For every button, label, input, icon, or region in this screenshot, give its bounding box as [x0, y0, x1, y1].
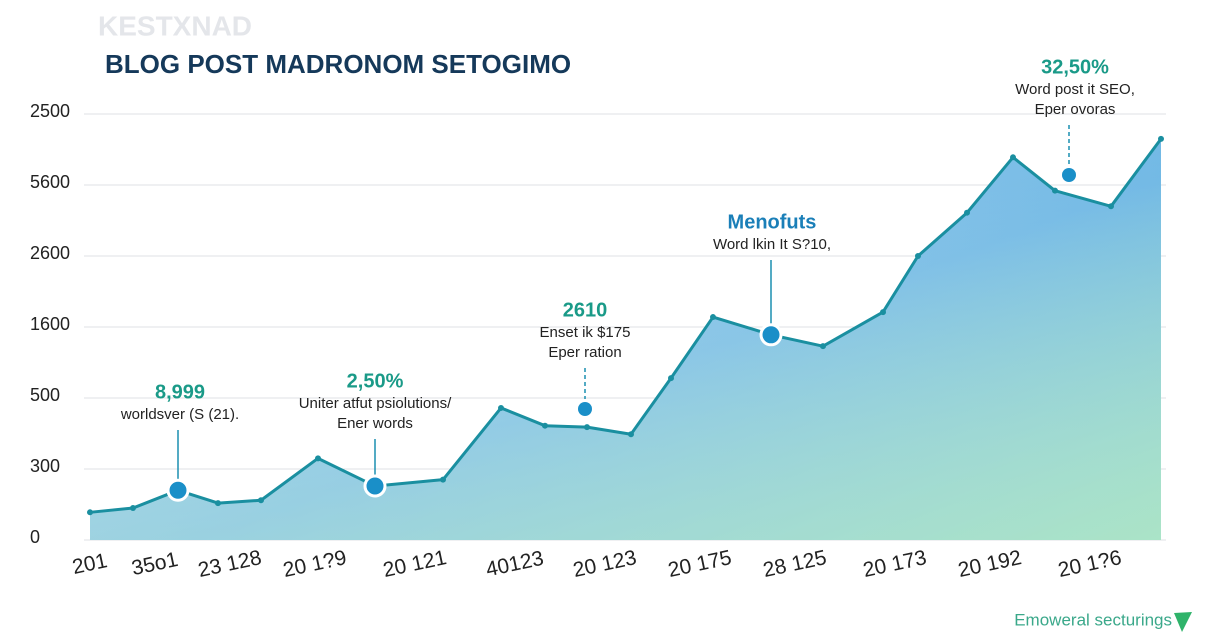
point — [542, 422, 548, 429]
watermark: KESTXNAD — [98, 10, 252, 41]
y-tick-label: 2500 — [30, 101, 70, 121]
area-shade — [90, 138, 1161, 540]
point — [668, 375, 674, 382]
x-tick-label: 20 1?6 — [1056, 546, 1124, 582]
y-tick-label: 5600 — [30, 172, 70, 192]
annotation-text: Word post it SEO, — [1015, 81, 1135, 98]
y-tick-label: 1600 — [30, 314, 70, 334]
point — [880, 309, 886, 316]
point — [215, 500, 221, 507]
point — [258, 497, 264, 504]
annotation-text: worldsver (S (21). — [120, 406, 239, 423]
y-tick-label: 2600 — [30, 243, 70, 263]
footer: Emoweral secturings — [1014, 610, 1172, 629]
y-tick-label: 300 — [30, 456, 60, 476]
point — [1158, 135, 1164, 142]
point — [1052, 187, 1058, 194]
x-tick-label: 20 123 — [571, 546, 639, 582]
x-tick-label: 40123 — [484, 547, 546, 582]
footer-icon — [1174, 612, 1192, 632]
x-tick-label: 28 125 — [761, 546, 829, 582]
y-tick-label: 500 — [30, 385, 60, 405]
annotation-text: Uniter atfut psiolutions/ — [299, 395, 452, 412]
point — [964, 209, 970, 216]
x-tick-label: 20 173 — [861, 546, 929, 582]
x-tick-label: 201 — [70, 549, 109, 579]
point — [130, 505, 136, 512]
point — [628, 431, 634, 438]
x-tick-label: 35o1 — [130, 548, 180, 580]
point — [440, 476, 446, 483]
annotation-title: Menofuts — [728, 211, 817, 233]
point — [1108, 203, 1114, 210]
point — [710, 314, 716, 321]
point — [820, 343, 826, 350]
annotation-text: Ener words — [337, 415, 413, 432]
annotation-text: Word lkin It S?10, — [713, 236, 831, 253]
highlight-marker — [759, 323, 783, 347]
x-tick-label: 20 175 — [666, 546, 734, 582]
annotation-dot — [578, 402, 592, 416]
point — [315, 455, 321, 462]
annotation-title: 32,50% — [1041, 56, 1109, 78]
point — [87, 509, 93, 516]
y-tick-label: 0 — [30, 527, 40, 547]
point — [1010, 154, 1016, 161]
point — [915, 253, 921, 259]
annotation-text: Enset ik $175 — [540, 324, 631, 341]
annotation-dot — [1062, 168, 1076, 182]
annotation-text: Eper ovoras — [1035, 101, 1116, 118]
x-tick-label: 20 192 — [956, 546, 1024, 582]
point — [498, 404, 504, 411]
x-tick-label: 20 1?9 — [281, 546, 349, 582]
x-tick-label: 20 121 — [381, 546, 449, 582]
x-tick-label: 23 128 — [196, 546, 264, 582]
annotation-title: 2,50% — [347, 370, 404, 392]
point — [584, 424, 590, 431]
annotation-title: 2610 — [563, 299, 608, 321]
annotation-title: 8,999 — [155, 381, 205, 403]
annotation-text: Eper ration — [548, 344, 621, 361]
highlight-marker — [363, 474, 387, 498]
highlight-marker — [166, 478, 190, 502]
chart-title: BLOG POST MADRONOM SETOGIMO — [105, 49, 571, 79]
